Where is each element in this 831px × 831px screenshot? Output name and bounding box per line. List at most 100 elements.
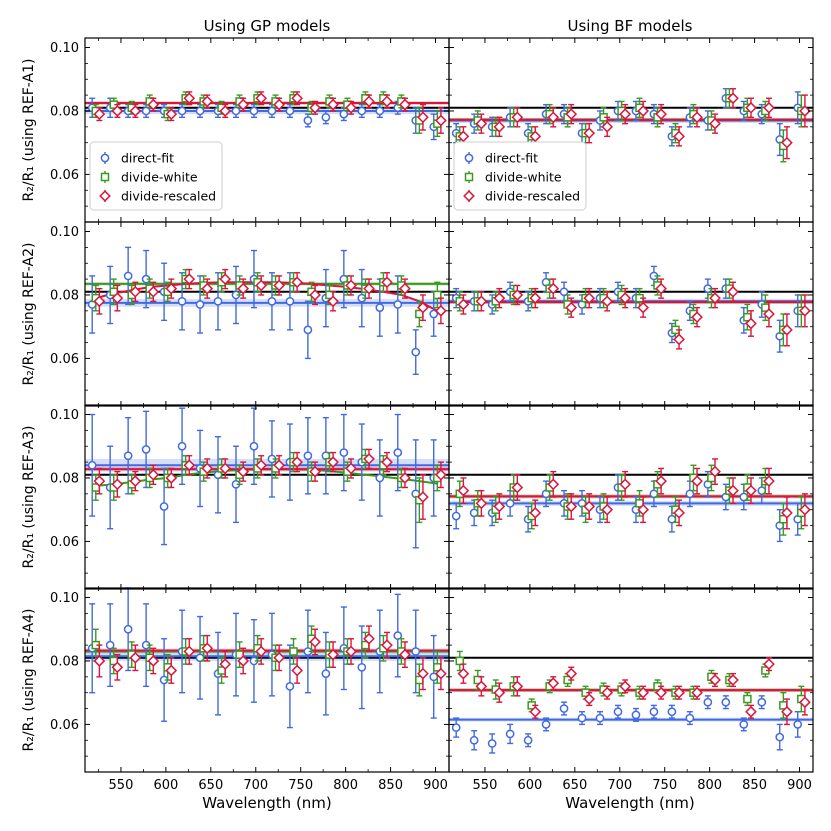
data-point-direct-fit-r1c1 (375, 106, 385, 116)
data-point-divide-rescaled-r3c2 (781, 507, 793, 519)
x-tick-label-r4c2: 800 (697, 778, 722, 793)
data-point-divide-rescaled-r2c1 (165, 282, 178, 295)
data-point-direct-fit-r3c1 (177, 441, 187, 451)
data-point-divide-rescaled-r1c2 (745, 101, 757, 114)
legend-marker-divide-white-r1c1 (100, 172, 110, 182)
data-point-divide-rescaled-r2c2 (601, 295, 614, 308)
data-point-divide-rescaled-r1c2 (457, 130, 470, 143)
data-point-divide-rescaled-r1c1 (273, 98, 285, 111)
data-point-direct-fit-r4c2 (487, 739, 497, 748)
data-point-divide-rescaled-r1c2 (511, 111, 524, 124)
y-axis-label-row-2: R₂/R₁ (using REF-A2) (21, 243, 37, 386)
data-point-divide-rescaled-r4c1 (273, 651, 285, 664)
y-tick-label-r1c1: 0.06 (50, 168, 79, 183)
data-point-divide-rescaled-r3c2 (763, 475, 775, 487)
data-point-divide-rescaled-r3c2 (745, 484, 757, 497)
data-point-divide-rescaled-r4c1 (201, 642, 214, 655)
data-point-divide-white-r2c1 (433, 290, 442, 300)
data-point-divide-rescaled-r3c2 (493, 500, 506, 513)
data-point-direct-fit-r4c2 (451, 723, 461, 732)
data-point-direct-fit-r4c1 (123, 624, 133, 634)
data-point-direct-fit-r1c1 (303, 116, 313, 125)
data-point-direct-fit-r4c2 (649, 707, 659, 717)
data-point-direct-fit-r4c2 (703, 697, 713, 707)
data-point-divide-rescaled-r4c1 (111, 661, 124, 674)
panel-frame-r4c2 (448, 587, 814, 773)
data-point-direct-fit-r4c2 (775, 732, 785, 742)
data-point-divide-rescaled-r2c1 (93, 295, 106, 308)
data-point-divide-rescaled-r3c2 (601, 503, 614, 516)
data-point-divide-rescaled-r2c1 (219, 273, 232, 285)
y-tick-label-r4c1: 0.06 (50, 718, 79, 733)
data-point-direct-fit-r4c2 (685, 713, 695, 723)
data-point-direct-fit-r4c1 (105, 640, 115, 650)
data-point-divide-rescaled-r3c2 (583, 500, 596, 513)
data-point-divide-rescaled-r2c1 (147, 285, 160, 298)
y-tick-label-r3c1: 0.06 (50, 535, 79, 550)
data-point-divide-rescaled-r1c1 (309, 101, 321, 114)
x-tick-label-r4c2: 650 (562, 778, 587, 793)
data-point-divide-rescaled-r4c1 (183, 645, 196, 658)
data-point-divide-rescaled-r1c1 (255, 92, 268, 105)
data-point-divide-rescaled-r4c2 (511, 680, 524, 693)
data-point-divide-rescaled-r3c2 (655, 475, 667, 487)
data-point-divide-rescaled-r3c2 (475, 497, 488, 510)
legend-box-r1c1 (89, 141, 223, 211)
legends: direct-fit divide-white divide-rescaled dir… (89, 141, 587, 211)
data-point-divide-rescaled-r2c2 (511, 289, 524, 301)
data-point-direct-fit-r4c2 (595, 713, 605, 723)
data-point-direct-fit-r2c1 (393, 300, 403, 309)
data-point-divide-rescaled-r1c2 (583, 127, 596, 140)
data-point-divide-rescaled-r3c1 (417, 491, 429, 503)
data-point-divide-rescaled-r2c1 (129, 285, 142, 298)
data-point-divide-rescaled-r3c1 (363, 453, 375, 465)
data-point-direct-fit-r2c1 (195, 300, 205, 309)
data-point-divide-rescaled-r4c1 (147, 655, 160, 667)
data-point-direct-fit-r4c2 (559, 704, 569, 713)
data-point-divide-rescaled-r2c1 (435, 304, 447, 317)
data-point-direct-fit-r4c1 (321, 669, 331, 679)
data-point-divide-rescaled-r4c2 (565, 667, 578, 680)
data-point-divide-rescaled-r4c2 (457, 667, 470, 680)
data-point-divide-rescaled-r4c2 (691, 686, 703, 699)
data-point-divide-white-r4c1 (289, 647, 298, 656)
data-point-direct-fit-r2c1 (123, 271, 133, 281)
data-point-direct-fit-r4c2 (631, 710, 641, 720)
data-point-divide-rescaled-r2c2 (547, 282, 560, 295)
data-point-divide-rescaled-r2c2 (619, 292, 632, 304)
column-title-bf: Using BF models (568, 17, 693, 35)
data-point-divide-rescaled-r4c2 (529, 705, 542, 718)
data-point-divide-rescaled-r1c2 (763, 101, 775, 114)
data-point-divide-rescaled-r3c2 (565, 500, 578, 513)
data-point-divide-rescaled-r4c2 (745, 705, 757, 718)
data-point-divide-rescaled-r4c2 (673, 686, 685, 699)
data-point-divide-rescaled-r1c2 (637, 105, 649, 117)
data-point-direct-fit-r1c1 (285, 106, 295, 116)
data-point-divide-rescaled-r3c1 (309, 465, 321, 478)
y-tick-label-r4c1: 0.10 (50, 591, 79, 606)
legend-marker-divide-rescaled-r1c2 (463, 190, 475, 202)
data-point-direct-fit-r2c1 (285, 296, 295, 306)
data-point-direct-fit-r4c2 (721, 697, 731, 707)
data-point-divide-rescaled-r4c1 (435, 667, 447, 680)
x-tick-label-r4c1: 850 (378, 778, 403, 793)
data-point-direct-fit-r1c1 (177, 106, 187, 116)
y-tick-label-r1c1: 0.10 (50, 41, 79, 56)
data-point-divide-rescaled-r2c2 (799, 304, 811, 317)
data-point-divide-rescaled-r4c2 (727, 674, 739, 686)
data-point-divide-rescaled-r3c2 (529, 507, 542, 519)
legend-label-direct-fit-r1c2: direct-fit (485, 151, 538, 166)
data-point-divide-rescaled-r2c2 (691, 311, 703, 324)
data-point-divide-rescaled-r2c2 (709, 292, 721, 304)
data-point-divide-rescaled-r3c1 (327, 456, 339, 468)
y-axis-label-row-4: R₂/R₁ (using REF-A4) (21, 609, 37, 752)
data-point-divide-rescaled-r3c2 (511, 481, 524, 494)
legend-label-divide-rescaled-r1c1: divide-rescaled (121, 189, 216, 204)
data-point-divide-rescaled-r1c1 (147, 98, 160, 111)
data-point-divide-rescaled-r1c1 (417, 111, 429, 124)
data-point-direct-fit-r3c1 (141, 445, 151, 454)
data-point-divide-rescaled-r2c2 (493, 292, 506, 304)
x-tick-label-r4c2: 600 (517, 778, 542, 793)
data-point-divide-rescaled-r2c1 (381, 276, 393, 289)
y-axis-label-row-1: R₂/R₁ (using REF-A1) (21, 59, 37, 202)
